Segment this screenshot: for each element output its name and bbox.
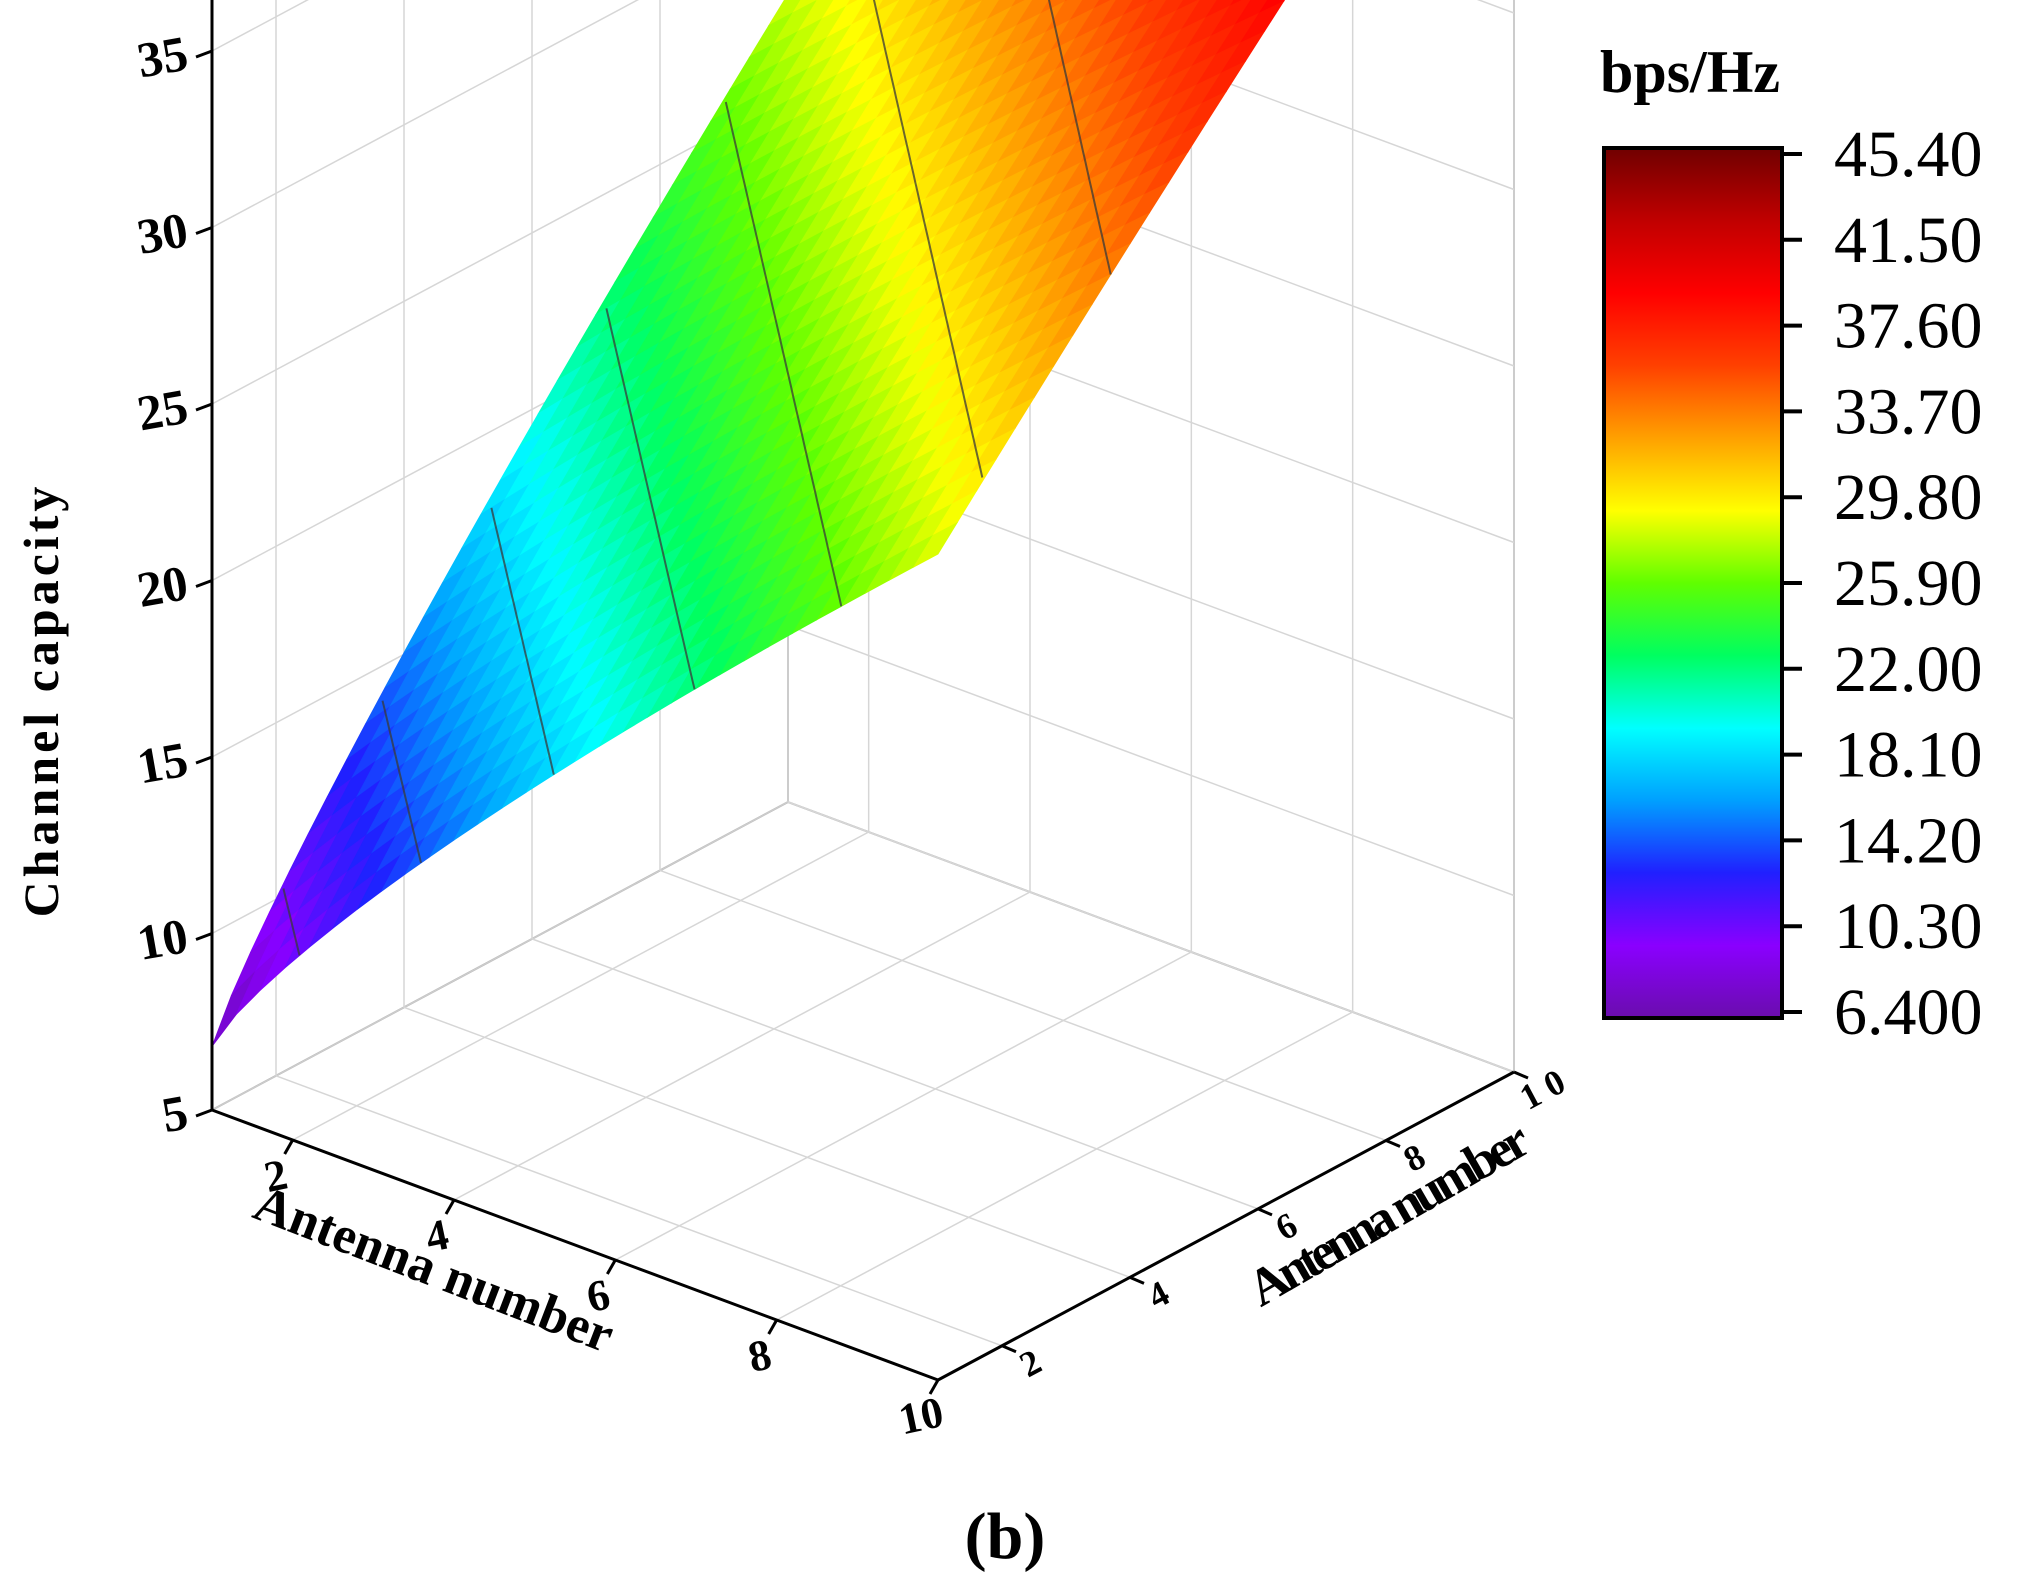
- surface: [211, 0, 1286, 1047]
- colorbar-tick-label: 18.10: [1834, 719, 1983, 792]
- x-tick: [444, 1199, 456, 1215]
- grid-line: [211, 95, 789, 405]
- grid-line: [531, 938, 1259, 1210]
- contour-line: [1047, 0, 1112, 275]
- z-tick-label: 35: [133, 25, 192, 89]
- grid-line: [275, 1075, 1003, 1347]
- colorbar-tick-label: 14.20: [1834, 804, 1983, 877]
- grid-line: [787, 801, 1515, 1073]
- colorbar-tick-label: 29.80: [1834, 461, 1983, 534]
- colorbar: 45.40 41.50 37.60 33.70 29.80 25.90 22.00 18.10…: [1602, 118, 1983, 1049]
- x-tick: [606, 1259, 617, 1275]
- y-tick: [1001, 1344, 1017, 1354]
- panel-label: (b): [965, 1500, 1046, 1573]
- z-tick: [195, 49, 213, 59]
- z-tick-label: 15: [133, 731, 192, 795]
- y-axis-line: [937, 1070, 1515, 1382]
- grid-line: [776, 1011, 1354, 1321]
- colorbar-bar: [1602, 146, 1784, 1020]
- colorbar-title: bps/Hz: [1600, 39, 1780, 105]
- colorbar-tick-label: 37.60: [1834, 290, 1983, 363]
- z-tick-label: 30: [133, 201, 192, 265]
- z-tick: [195, 755, 213, 765]
- colorbar-tick-label: 41.50: [1834, 204, 1983, 277]
- z-tick: [195, 1108, 213, 1118]
- colorbar-tick-label: 6.400: [1834, 976, 1983, 1049]
- grid-line: [659, 869, 1387, 1142]
- contour-line: [872, 0, 984, 478]
- colorbar-tick-label: 22.00: [1834, 633, 1983, 706]
- contour-line: [282, 888, 301, 956]
- colorbar-tick-label: 25.90: [1834, 547, 1983, 620]
- z-tick: [195, 579, 213, 588]
- y-tick: [1257, 1207, 1273, 1217]
- grid-line: [292, 831, 870, 1141]
- x-tick-label: 10: [894, 1387, 947, 1444]
- grid-line: [614, 951, 1192, 1261]
- contour-line: [605, 308, 696, 690]
- grid-line: [211, 0, 640, 229]
- colorbar-tick-label: 33.70: [1834, 375, 1983, 448]
- x-tick: [928, 1379, 940, 1395]
- x-axis-line: [211, 1108, 939, 1382]
- z-tick-label: 20: [133, 554, 192, 618]
- y-tick: [1385, 1139, 1401, 1148]
- y-tick-label: 2: [1013, 1341, 1048, 1385]
- grid-line: [787, 624, 1515, 897]
- grid-line: [403, 1006, 1131, 1279]
- grid-line: [453, 891, 1031, 1201]
- y-tick-label: 1 0: [1513, 1061, 1572, 1117]
- z-tick-label: 10: [133, 907, 192, 971]
- z-axis-label: Channel capacity: [13, 483, 69, 918]
- z-tick: [195, 932, 213, 941]
- colorbar-tick-label: 10.30: [1834, 890, 1983, 963]
- y-tick: [1513, 1070, 1529, 1080]
- y-tick-label: 4: [1141, 1273, 1176, 1317]
- z-tick-label: 25: [133, 378, 192, 442]
- z-tick: [195, 226, 213, 235]
- x-tick-label: 8: [744, 1330, 776, 1383]
- x-tick: [767, 1319, 778, 1335]
- z-tick-label: 5: [158, 1084, 192, 1143]
- colorbar-tick-label: 45.40: [1834, 118, 1983, 191]
- x-tick: [283, 1139, 294, 1155]
- contour-line: [381, 700, 422, 864]
- z-tick: [195, 402, 213, 412]
- contour-line: [490, 507, 555, 775]
- contour-line: [724, 101, 843, 607]
- y-tick: [1129, 1275, 1145, 1285]
- contour-lines: [282, 0, 1112, 956]
- surface-cell: [912, 521, 959, 569]
- x-axis-label: Antenna number: [246, 1175, 621, 1364]
